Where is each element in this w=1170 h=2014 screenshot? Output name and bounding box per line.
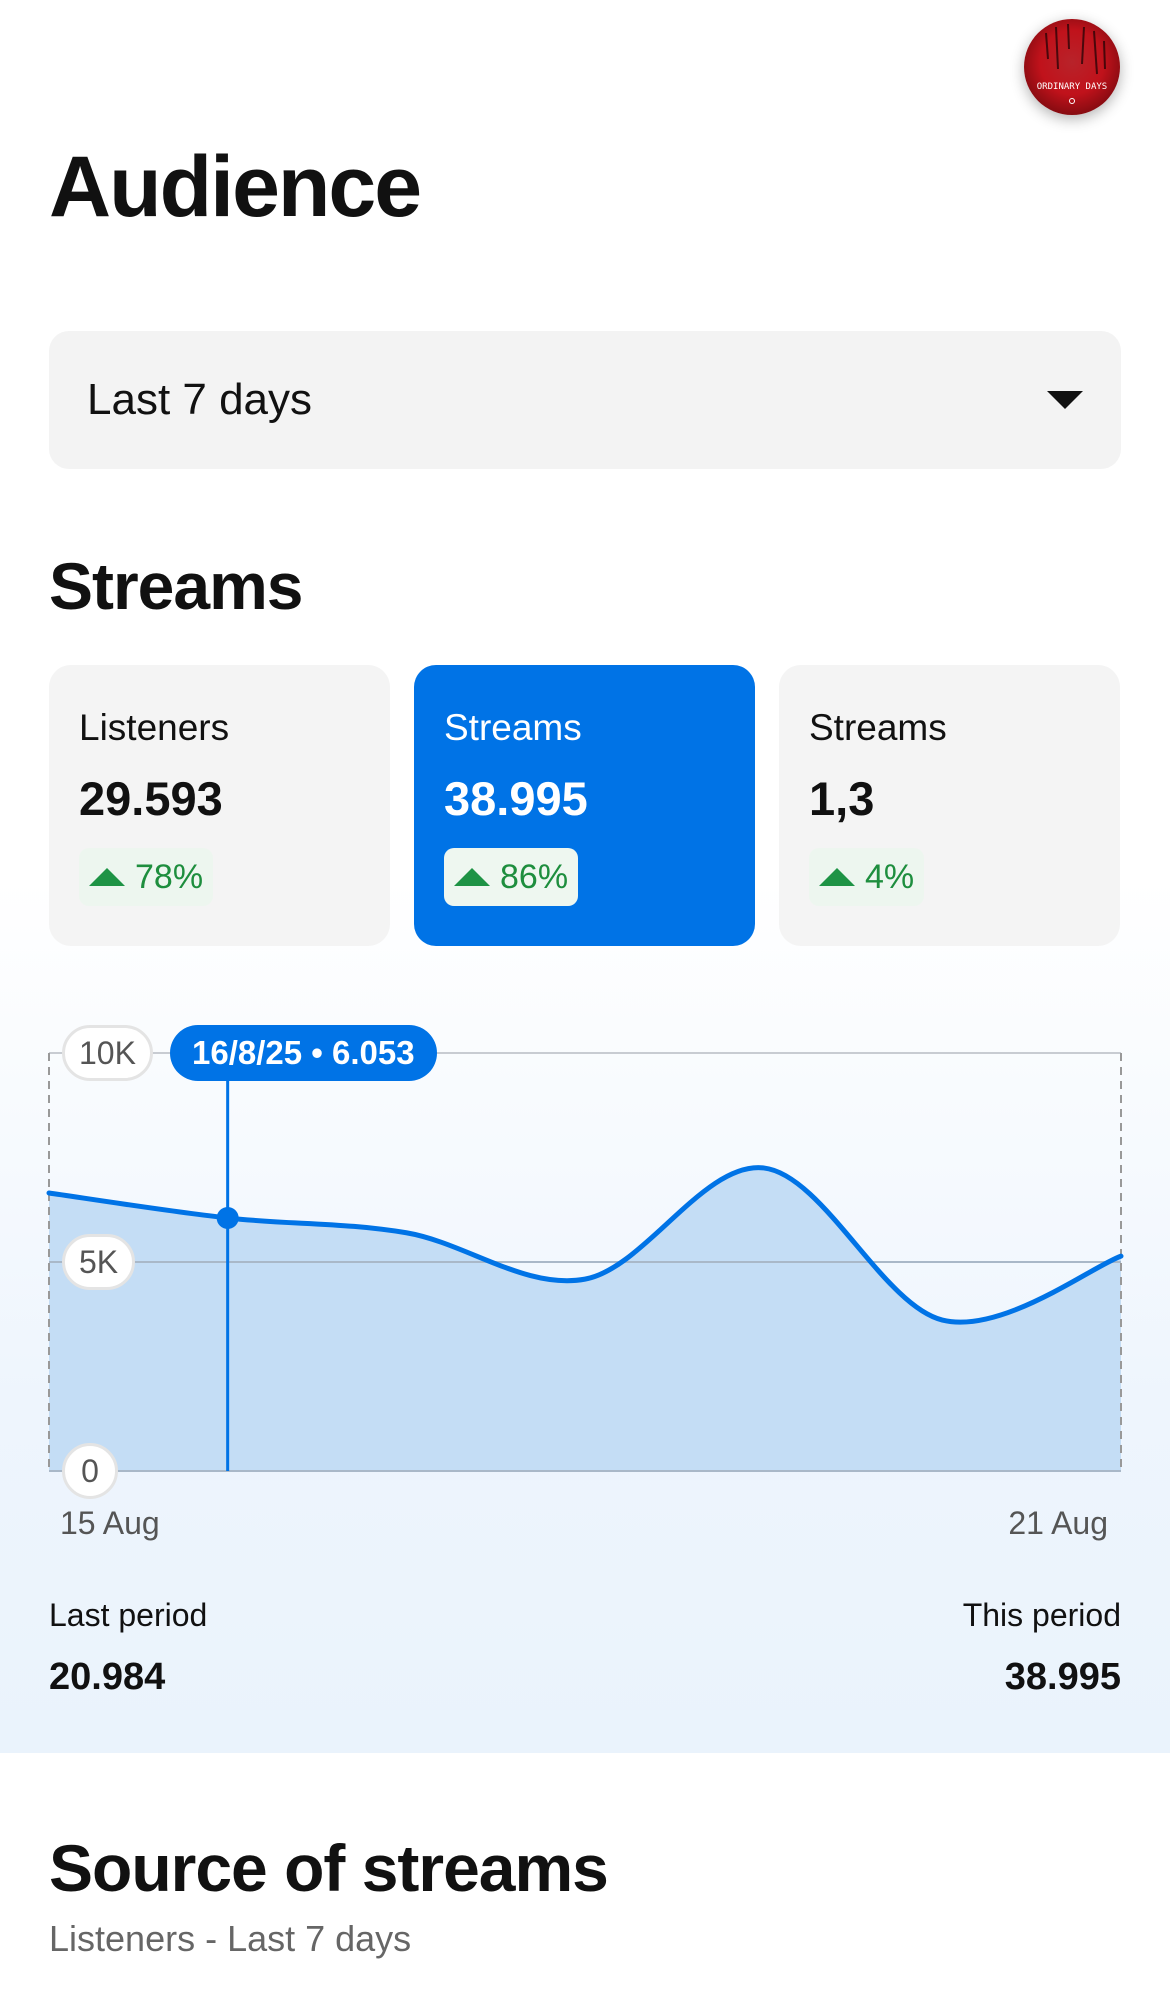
metric-value: 1,3: [809, 772, 875, 825]
change-badge: 4%: [809, 848, 925, 906]
metric-label: Streams: [809, 707, 947, 748]
page-title: Audience: [49, 139, 422, 235]
streams-chart[interactable]: [0, 1010, 1170, 1510]
svg-text:ORDINARY DAYS: ORDINARY DAYS: [1037, 82, 1107, 92]
tooltip-value: 6.053: [332, 1034, 415, 1071]
metric-card-listeners[interactable]: Listeners 29.593 78%: [49, 665, 390, 946]
avatar[interactable]: ORDINARY DAYS: [1024, 19, 1120, 115]
change-value: 86%: [500, 857, 569, 896]
metric-card-streams-per-listener[interactable]: Streams 1,3 4%: [779, 665, 1120, 946]
metric-label: Streams: [444, 707, 582, 748]
change-value: 78%: [135, 857, 204, 896]
metric-label: Listeners: [79, 707, 230, 748]
this-period-label: This period: [962, 1597, 1121, 1633]
metric-value: 38.995: [444, 772, 588, 825]
arrow-up-icon: [89, 868, 125, 886]
arrow-up-icon: [819, 868, 855, 886]
metric-card-streams[interactable]: Streams 38.995 86%: [414, 665, 755, 946]
period-dropdown-value: Last 7 days: [87, 375, 313, 424]
source-heading: Source of streams: [49, 1831, 609, 1905]
y-tick-label: 10K: [62, 1025, 153, 1081]
last-period-value: 20.984: [49, 1656, 166, 1698]
y-tick-label: 5K: [62, 1234, 136, 1290]
tooltip-separator: •: [311, 1034, 323, 1071]
x-axis-start-label: 15 Aug: [60, 1505, 160, 1541]
change-badge: 86%: [444, 848, 579, 906]
highlight-point: [216, 1206, 239, 1229]
change-value: 4%: [865, 857, 915, 896]
caret-down-icon: [1047, 391, 1083, 409]
change-badge: 78%: [79, 848, 214, 906]
chart-tooltip: 16/8/25 • 6.053: [170, 1025, 437, 1081]
this-period-value: 38.995: [1004, 1656, 1121, 1698]
y-tick-label: 0: [62, 1443, 118, 1499]
area-fill: [49, 1167, 1121, 1471]
streams-heading: Streams: [49, 549, 303, 623]
metric-value: 29.593: [79, 772, 223, 825]
source-subtitle: Listeners - Last 7 days: [49, 1918, 412, 1959]
arrow-up-icon: [454, 868, 490, 886]
tooltip-date: 16/8/25: [192, 1034, 303, 1071]
last-period-label: Last period: [49, 1597, 208, 1633]
x-axis-end-label: 21 Aug: [1008, 1505, 1108, 1541]
period-dropdown[interactable]: Last 7 days: [49, 331, 1121, 469]
